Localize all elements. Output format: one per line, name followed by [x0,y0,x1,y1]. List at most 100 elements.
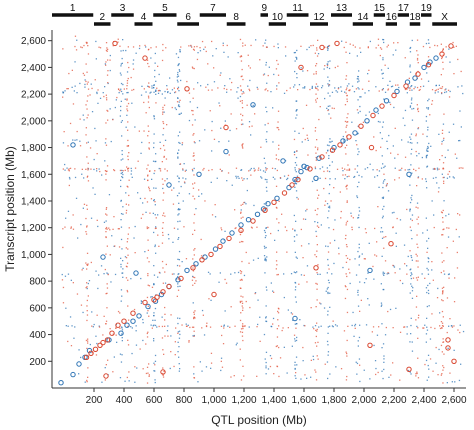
trans-eqtl-point-red [248,170,250,172]
eqtl-ring-blue [254,211,261,218]
trans-eqtl-point-blue [264,42,266,44]
trans-eqtl-point-blue [382,88,384,90]
trans-eqtl-point-blue [175,108,177,111]
trans-eqtl-point-red [221,170,223,172]
trans-eqtl-point-blue [327,377,329,380]
trans-eqtl-point-red [441,261,443,263]
trans-eqtl-point-red [415,135,417,137]
trans-eqtl-point-blue [304,86,306,88]
trans-eqtl-point-blue [266,289,268,291]
trans-eqtl-point-red [86,347,88,350]
trans-eqtl-point-blue [120,199,122,202]
trans-eqtl-point-red [199,47,201,49]
trans-eqtl-point-red [211,129,213,132]
trans-eqtl-point-red [191,66,194,68]
trans-eqtl-point-blue [254,292,257,294]
trans-eqtl-point-red [361,88,364,90]
trans-eqtl-point-red [275,68,278,70]
trans-eqtl-point-red [127,145,130,147]
trans-eqtl-point-red [449,372,451,374]
trans-eqtl-point-red [415,375,417,377]
trans-eqtl-point-red [64,226,66,228]
trans-eqtl-point-blue [177,238,179,240]
eqtl-ring-red [379,103,385,109]
trans-eqtl-point-blue [448,213,450,215]
trans-eqtl-point-red [105,144,108,146]
trans-eqtl-point-blue [445,215,447,217]
trans-eqtl-point-blue [169,367,171,370]
trans-eqtl-point-blue [220,369,222,372]
trans-eqtl-point-blue [457,86,459,88]
trans-eqtl-point-red [440,344,443,347]
trans-eqtl-point-blue [343,139,345,141]
trans-eqtl-point-blue [134,225,136,228]
trans-eqtl-point-blue [427,108,429,110]
trans-eqtl-point-red [231,81,233,84]
trans-eqtl-point-blue [83,119,85,121]
trans-eqtl-point-red [239,233,242,236]
trans-eqtl-point-blue [324,97,326,100]
trans-eqtl-point-red [90,168,92,170]
trans-eqtl-point-blue [121,135,123,137]
trans-eqtl-point-red [147,125,149,127]
trans-eqtl-point-red [67,340,69,343]
trans-eqtl-point-red [331,107,333,109]
trans-eqtl-point-red [193,159,195,161]
trans-eqtl-point-blue [231,184,233,186]
trans-eqtl-point-blue [122,173,124,176]
trans-eqtl-point-blue [236,342,238,344]
trans-eqtl-point-blue [293,180,296,182]
trans-eqtl-point-red [105,323,107,325]
trans-eqtl-point-red [241,107,244,109]
trans-eqtl-point-red [395,84,397,86]
trans-eqtl-point-red [87,81,89,83]
trans-eqtl-point-red [173,227,176,229]
trans-eqtl-point-red [228,154,230,156]
trans-eqtl-point-blue [410,99,413,101]
trans-eqtl-point-red [127,254,129,256]
trans-eqtl-point-red [417,207,419,209]
eqtl-ring-blue [433,55,439,61]
trans-eqtl-point-red [195,280,197,282]
trans-eqtl-point-blue [382,186,384,189]
trans-eqtl-point-red [333,187,335,189]
trans-eqtl-point-red [279,177,282,179]
trans-eqtl-point-red [204,46,206,48]
trans-eqtl-point-red [193,311,195,313]
trans-eqtl-point-red [269,365,272,368]
trans-eqtl-point-blue [416,325,418,328]
trans-eqtl-point-blue [98,325,100,327]
trans-eqtl-point-red [254,292,256,295]
trans-eqtl-point-blue [209,273,211,275]
trans-eqtl-point-blue [341,40,343,42]
trans-eqtl-point-red [164,180,166,182]
trans-eqtl-point-red [162,49,164,52]
trans-eqtl-point-blue [295,190,298,192]
trans-eqtl-point-red [68,72,70,75]
trans-eqtl-point-blue [327,109,330,111]
trans-eqtl-point-blue [178,101,180,103]
trans-eqtl-point-red [240,204,242,206]
trans-eqtl-point-red [107,82,109,84]
trans-eqtl-point-red [246,104,248,106]
trans-eqtl-point-blue [427,257,429,259]
trans-eqtl-point-red [259,59,261,61]
trans-eqtl-point-red [119,327,121,329]
trans-eqtl-point-red [230,306,232,308]
trans-eqtl-point-blue [155,80,157,82]
trans-eqtl-point-blue [327,258,329,261]
trans-eqtl-point-red [367,47,369,49]
trans-eqtl-point-blue [142,322,144,324]
trans-eqtl-point-blue [448,325,450,327]
trans-eqtl-point-red [203,167,205,170]
trans-eqtl-point-blue [411,97,413,99]
trans-eqtl-point-blue [327,354,329,356]
eqtl-ring-blue [406,171,412,178]
trans-eqtl-point-blue [296,114,298,116]
trans-eqtl-point-blue [381,237,384,239]
trans-eqtl-point-red [105,61,107,63]
trans-eqtl-point-blue [265,106,267,108]
trans-eqtl-point-blue [265,305,267,307]
trans-eqtl-point-blue [177,285,179,288]
trans-eqtl-point-blue [177,228,179,230]
